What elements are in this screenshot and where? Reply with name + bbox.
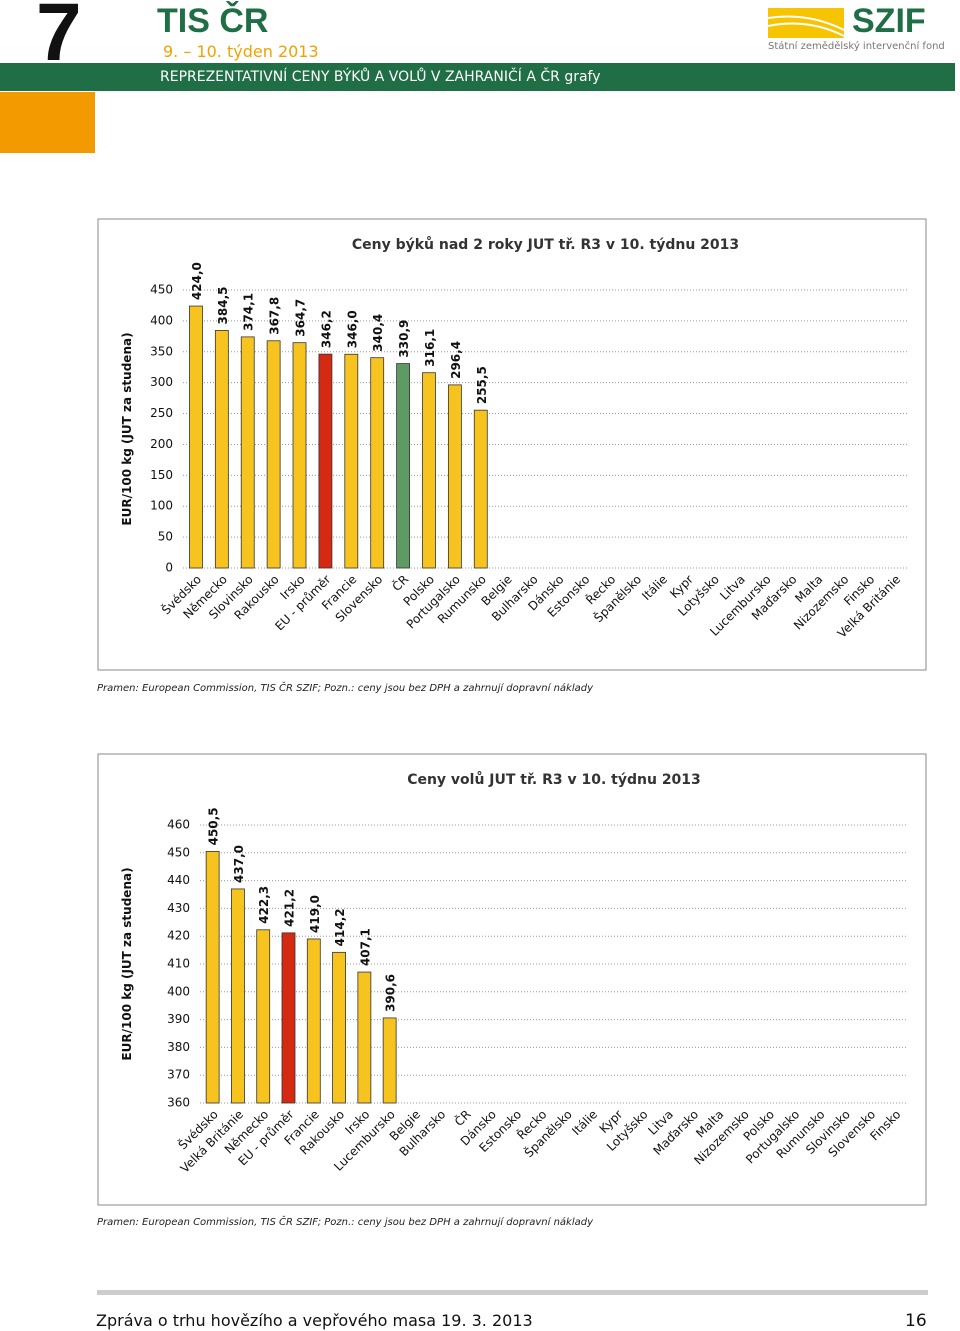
value-label: 407,1 (358, 928, 372, 966)
week: 9. – 10. týden 2013 (163, 42, 319, 61)
bar (205, 851, 220, 1104)
footer-line (97, 1290, 928, 1295)
y-tick-label: 360 (167, 1096, 190, 1110)
bar (382, 1017, 397, 1104)
y-tick-label: 200 (150, 437, 173, 451)
value-label: 367,8 (268, 297, 282, 335)
value-label: 414,2 (333, 908, 347, 946)
y-tick-label: 460 (167, 818, 190, 832)
bar (231, 888, 245, 1104)
logo: SZIF (852, 2, 926, 40)
y-tick-label: 100 (150, 499, 173, 513)
bar (240, 336, 255, 569)
value-label: 296,4 (449, 341, 463, 379)
source-note: Pramen: European Commission, TIS ČR SZIF… (97, 683, 594, 694)
y-axis-label: EUR/100 kg (JUT za studena) (120, 867, 134, 1060)
y-tick-label: 400 (150, 313, 173, 327)
section-bar (0, 63, 955, 91)
y-tick-label: 380 (167, 1040, 190, 1054)
value-label: 340,4 (371, 314, 385, 352)
bar (473, 409, 488, 569)
y-tick-label: 50 (158, 530, 173, 544)
footer-text: Zpráva o trhu hovězího a vepřového masa … (96, 1311, 533, 1330)
value-label: 364,7 (294, 299, 308, 337)
y-tick-label: 300 (150, 375, 173, 389)
chart-title: Ceny býků nad 2 roky JUT tř. R3 v 10. tý… (352, 236, 739, 253)
value-label: 346,2 (319, 310, 333, 348)
bar (447, 384, 462, 569)
value-label: 330,9 (397, 320, 411, 358)
y-tick-label: 440 (167, 873, 190, 887)
y-tick-label: 370 (167, 1068, 190, 1082)
value-label: 424,0 (190, 262, 204, 300)
logo-block (0, 92, 95, 153)
section-title: REPREZENTATIVNÍ CENY BÝKŮ A VOLŮ V ZAHRA… (160, 69, 601, 85)
logo-subtitle: Státní zemědělský intervenční fond (768, 41, 945, 52)
y-tick-label: 350 (150, 344, 173, 358)
y-axis-label: EUR/100 kg (JUT za studena) (120, 332, 134, 525)
bar (266, 340, 281, 569)
page-number: 16 (905, 1311, 927, 1331)
value-label: 390,6 (384, 974, 398, 1012)
bar (256, 929, 271, 1104)
chart-frame (97, 218, 927, 671)
value-label: 422,3 (257, 886, 271, 924)
value-label: 346,0 (345, 310, 359, 348)
value-label: 450,5 (207, 807, 221, 845)
value-label: 316,1 (423, 329, 437, 367)
bar (281, 932, 296, 1104)
bar (292, 342, 307, 569)
bar (422, 372, 436, 569)
bar (357, 971, 372, 1104)
bar (370, 357, 385, 569)
value-label: 421,2 (283, 889, 297, 927)
y-tick-label: 250 (150, 406, 173, 420)
y-tick-label: 400 (167, 984, 190, 998)
value-label: 384,5 (216, 286, 230, 324)
brand: TIS ČR (157, 2, 269, 40)
bar (189, 305, 203, 569)
bar (214, 330, 229, 569)
y-tick-label: 450 (150, 283, 173, 297)
y-tick-label: 430 (167, 901, 190, 915)
bar (344, 353, 359, 569)
y-tick-label: 420 (167, 929, 190, 943)
value-label: 419,0 (308, 895, 322, 933)
y-tick-label: 410 (167, 957, 190, 971)
bar (318, 353, 333, 569)
y-tick-label: 0 (165, 561, 173, 575)
bar (332, 951, 346, 1104)
bar (396, 363, 410, 569)
y-tick-label: 150 (150, 468, 173, 482)
y-tick-label: 450 (167, 845, 190, 859)
source-note: Pramen: European Commission, TIS ČR SZIF… (97, 1217, 594, 1228)
logo-stripes (768, 8, 844, 38)
value-label: 437,0 (232, 845, 246, 883)
chart-title: Ceny volů JUT tř. R3 v 10. týdnu 2013 (407, 771, 701, 788)
bar (306, 938, 321, 1104)
y-tick-label: 390 (167, 1012, 190, 1026)
value-label: 255,5 (475, 366, 489, 404)
value-label: 374,1 (242, 293, 256, 331)
